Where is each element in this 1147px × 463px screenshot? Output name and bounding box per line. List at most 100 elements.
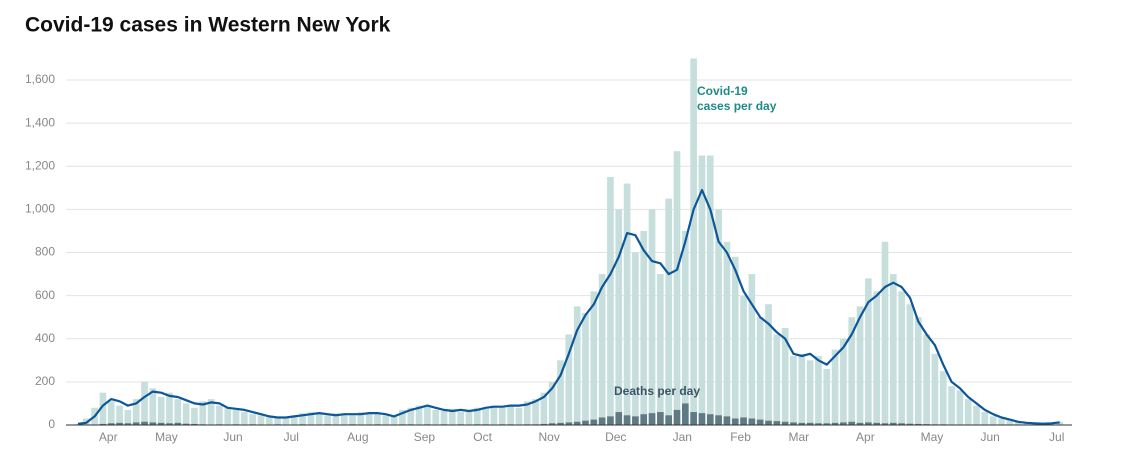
bar <box>790 422 797 425</box>
bar <box>848 317 856 425</box>
bar <box>490 405 498 425</box>
bar <box>698 155 706 425</box>
bar <box>798 353 806 425</box>
bar <box>665 198 673 425</box>
bar <box>191 423 198 425</box>
bar <box>848 421 856 425</box>
bar <box>731 256 739 425</box>
bar <box>948 386 955 425</box>
bar <box>748 274 756 425</box>
bar <box>449 408 456 425</box>
bar <box>740 295 747 425</box>
bar <box>607 177 614 425</box>
x-tick-label: Feb <box>730 430 751 444</box>
bar <box>257 415 265 425</box>
bar <box>332 413 340 425</box>
x-tick-label: Jun <box>223 430 242 444</box>
bar <box>382 415 390 425</box>
bar <box>141 421 148 425</box>
bar <box>931 353 939 425</box>
bar <box>973 405 980 425</box>
y-tick-label: 1,200 <box>25 158 55 172</box>
bar <box>482 408 489 425</box>
bar <box>773 421 781 425</box>
bar <box>806 422 814 425</box>
bar <box>914 317 922 425</box>
bar <box>865 422 872 425</box>
bar <box>657 274 664 425</box>
bar <box>565 334 573 425</box>
bar <box>865 278 872 425</box>
bar <box>981 412 989 425</box>
x-tick-label: Jul <box>1049 430 1064 444</box>
x-tick-label: Nov <box>539 430 560 444</box>
bar <box>191 407 198 425</box>
bar <box>507 404 514 425</box>
x-tick-label: Sep <box>414 430 436 444</box>
bar <box>307 412 315 425</box>
bar <box>166 423 173 425</box>
bar <box>1023 422 1030 425</box>
bar <box>557 360 564 425</box>
bar <box>1006 419 1014 425</box>
bar <box>831 349 839 425</box>
bar <box>315 414 323 425</box>
bar <box>964 399 972 425</box>
bar <box>823 368 831 425</box>
bar <box>207 399 215 425</box>
bar <box>590 419 598 425</box>
bar <box>174 399 182 425</box>
bar <box>582 420 589 425</box>
x-tick-label: Dec <box>605 430 626 444</box>
bar <box>623 183 631 425</box>
bar <box>99 392 107 425</box>
bar <box>648 209 656 425</box>
bar <box>590 291 598 425</box>
bar <box>706 155 714 425</box>
y-tick-label: 600 <box>35 288 55 302</box>
x-tick-label: Apr <box>856 430 875 444</box>
bar <box>781 421 789 425</box>
y-tick-label: 200 <box>35 374 55 388</box>
bar <box>473 407 481 425</box>
bar <box>365 414 373 425</box>
bar <box>798 422 806 425</box>
bar <box>690 412 697 425</box>
bar <box>116 405 123 425</box>
bar <box>357 412 365 425</box>
line <box>77 188 1060 425</box>
x-tick-label: Mar <box>788 430 809 444</box>
bar <box>623 415 631 425</box>
x-tick-label: Oct <box>473 430 492 444</box>
bar <box>856 422 864 425</box>
bar <box>557 422 564 425</box>
bar <box>806 360 814 425</box>
bar <box>457 412 465 425</box>
bar <box>340 414 348 425</box>
bar <box>565 422 573 425</box>
bar <box>157 422 165 425</box>
bar <box>407 407 415 425</box>
bar <box>265 417 273 425</box>
bar <box>640 414 648 425</box>
bar <box>440 410 448 425</box>
bar <box>906 304 914 425</box>
bar <box>831 422 839 425</box>
bar <box>873 291 881 425</box>
bar <box>465 409 473 425</box>
x-tick-label: Jul <box>284 430 299 444</box>
bar <box>765 420 772 425</box>
x-tick-label: Jun <box>980 430 999 444</box>
bar <box>299 413 306 425</box>
bar <box>498 406 506 425</box>
y-tick-label: 1,400 <box>25 115 55 129</box>
bar <box>898 423 905 425</box>
bar <box>939 371 947 425</box>
bar <box>889 422 897 425</box>
bar <box>615 209 623 425</box>
bar <box>216 405 223 425</box>
bar <box>815 423 822 425</box>
bar <box>415 405 423 425</box>
bar <box>756 317 764 425</box>
bar <box>648 413 656 425</box>
